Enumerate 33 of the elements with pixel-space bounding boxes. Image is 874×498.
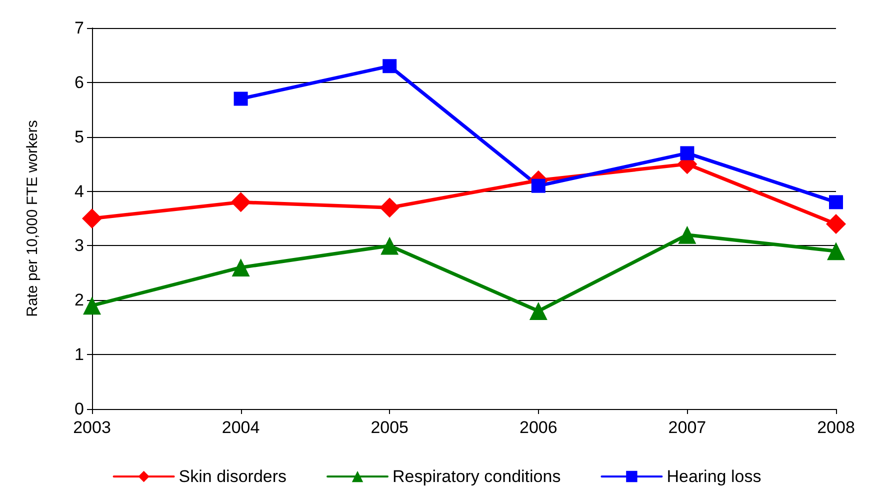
point xyxy=(380,198,400,218)
point xyxy=(680,146,694,160)
point xyxy=(529,302,548,320)
point xyxy=(827,242,845,260)
legend-label: Skin disorders xyxy=(178,467,287,486)
point xyxy=(829,195,843,210)
y-tick-label: 2 xyxy=(74,290,84,310)
x-tick-label: 2005 xyxy=(370,418,409,437)
point xyxy=(232,258,250,276)
x-tick-label: 2006 xyxy=(519,418,558,437)
point xyxy=(531,178,546,193)
point xyxy=(826,214,846,234)
y-tick-label: 0 xyxy=(74,400,84,418)
x-tick-label: 2004 xyxy=(222,418,260,437)
legend-label: Hearing loss xyxy=(666,467,762,486)
point xyxy=(230,192,251,212)
point xyxy=(82,208,102,228)
y-tick-label: 4 xyxy=(74,182,84,201)
x-tick-label: 2003 xyxy=(73,418,111,437)
point xyxy=(382,59,397,74)
y-tick-label: 1 xyxy=(74,345,84,364)
y-axis-title: Rate per 10,000 FTE workers xyxy=(24,120,41,317)
y-tick-label: 7 xyxy=(74,18,84,38)
y-tick-label: 3 xyxy=(74,236,84,256)
legend-label: Respiratory conditions xyxy=(392,467,561,486)
x-tick-label: 2007 xyxy=(668,418,706,437)
point xyxy=(83,296,101,315)
point xyxy=(234,92,248,106)
y-tick-label: 5 xyxy=(74,127,84,146)
x-tick-label: 2008 xyxy=(817,418,855,437)
point xyxy=(380,236,399,255)
point xyxy=(678,226,696,244)
y-tick-label: 6 xyxy=(74,72,84,92)
